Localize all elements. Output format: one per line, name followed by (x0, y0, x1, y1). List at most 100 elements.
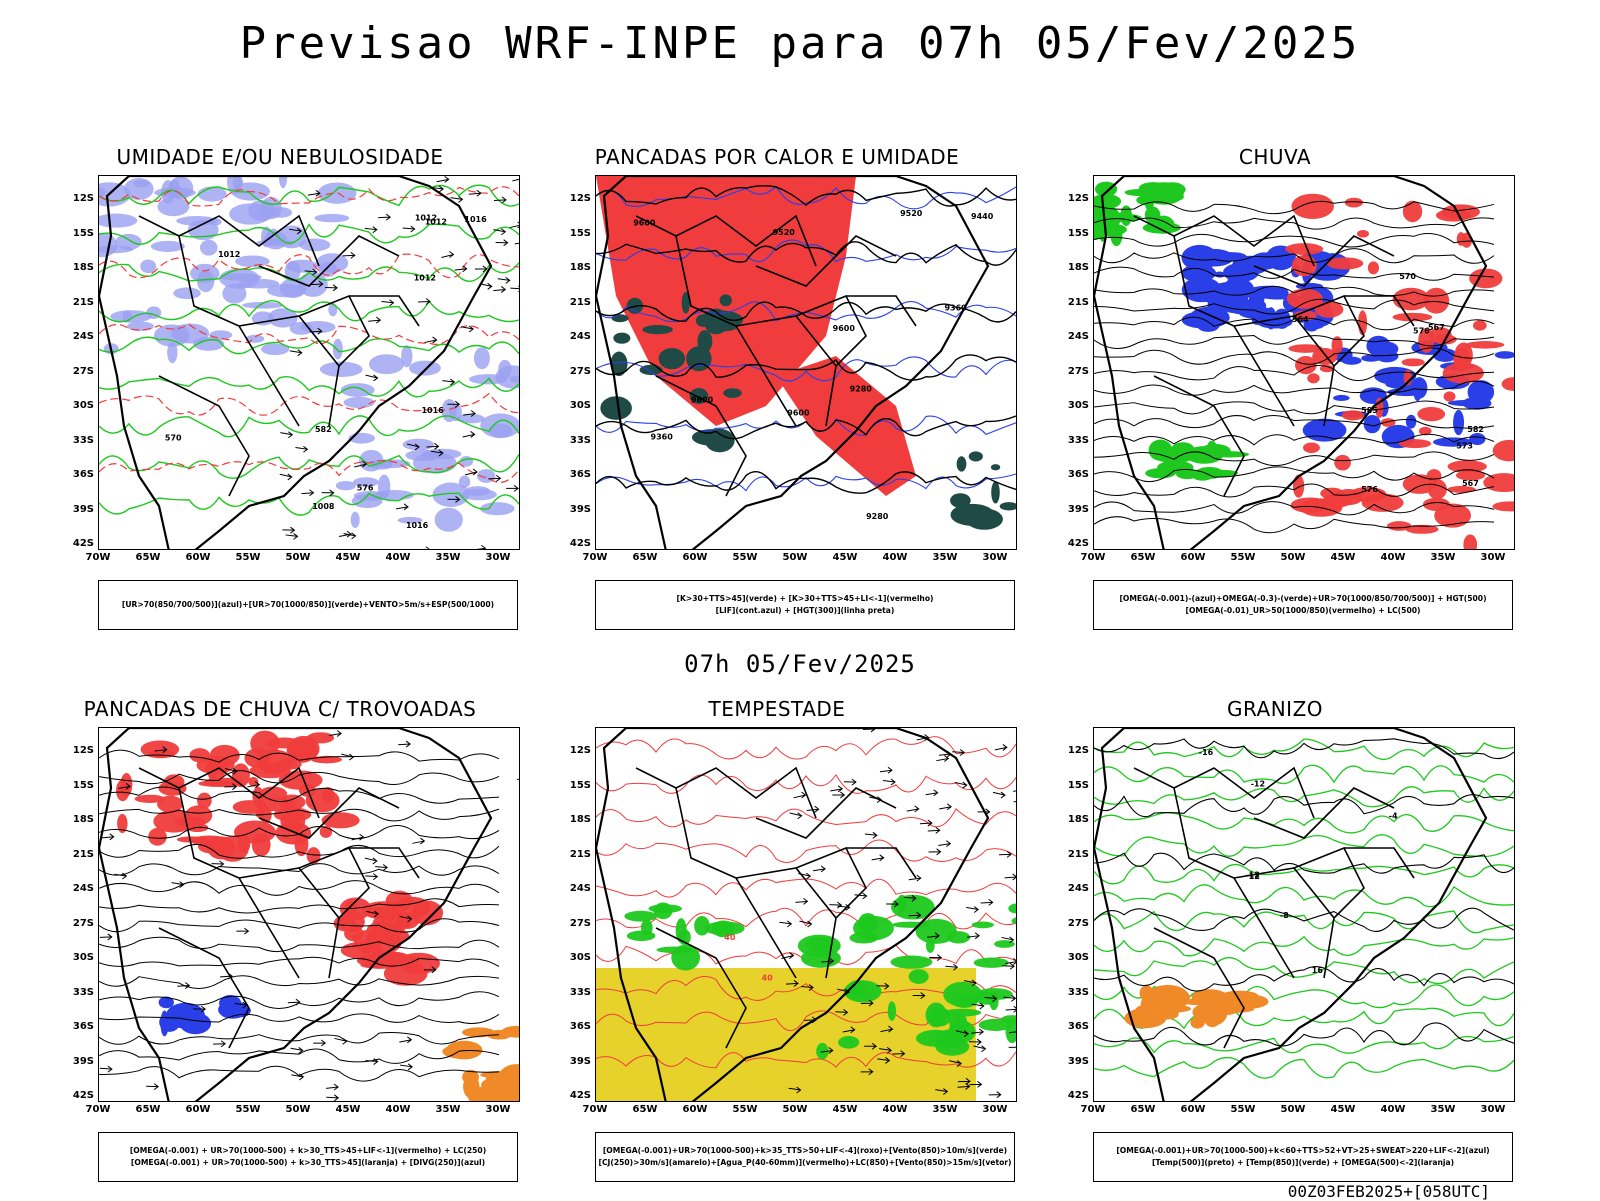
thunderstorm-area (252, 833, 271, 856)
lat-tick-label: 15S (557, 228, 591, 239)
contour-label: -12 (1251, 779, 1265, 788)
legend-line-2: [Temp(500)](preto) + [Temp(850)](verde) … (1094, 1157, 1512, 1169)
streamline-arrow (100, 1066, 112, 1072)
contour-label: 573 (1456, 442, 1473, 451)
lon-tick-label: 55W (233, 1104, 263, 1115)
lon-tick-label: 65W (133, 552, 163, 563)
streamline-250 (99, 992, 499, 1009)
rain-red-area (1285, 243, 1323, 255)
rain-omega-area (1372, 341, 1398, 356)
lon-tick-label: 50W (1278, 1104, 1308, 1115)
lat-tick-label: 30S (1055, 952, 1089, 963)
humidity-high-area (269, 207, 292, 218)
country-border (846, 848, 916, 878)
streamline-arrow (329, 731, 341, 737)
lon-tick-label: 35W (930, 1104, 960, 1115)
heat-humidity-area (600, 396, 632, 420)
wind-850-vector (865, 832, 877, 838)
lon-tick-label: 60W (680, 552, 710, 563)
contour-label: 1016 (421, 406, 444, 415)
lat-tick-label: 33S (1055, 435, 1089, 446)
wind-850-area (641, 920, 653, 936)
wind-850-area (979, 1019, 1013, 1031)
rain-red-area (1303, 442, 1320, 453)
wind-vector (473, 545, 485, 550)
humidity-high-area (314, 214, 349, 222)
lat-tick-label: 27S (557, 918, 591, 929)
wind-850-area (858, 913, 877, 933)
heat-humidity-area (966, 508, 1003, 529)
streamline-arrow (100, 934, 112, 940)
contour-label: 582 (1467, 425, 1484, 434)
wind-850-vector (928, 827, 940, 833)
contour-label: 567 (1462, 479, 1479, 488)
thunder-orange-area (446, 1041, 483, 1060)
lat-tick-label: 30S (557, 952, 591, 963)
panel-title: UMIDADE E/OU NEBULOSIDADE (60, 145, 500, 169)
streamline-arrow (517, 775, 520, 781)
map-trovoadas[interactable] (98, 727, 520, 1102)
streamline-arrow (335, 1038, 347, 1044)
subtitle-date: 07h 05/Fev/2025 (0, 650, 1600, 678)
wind-850-area (926, 938, 935, 953)
lon-tick-label: 60W (183, 1104, 213, 1115)
thunderstorm-area (116, 780, 129, 802)
streamline-arrow (313, 1040, 325, 1046)
wind-vector (378, 214, 390, 220)
wind-vector (282, 527, 294, 533)
streamline-arrow (236, 928, 248, 934)
thunderstorm-area (259, 787, 287, 801)
lat-tick-label: 27S (1055, 366, 1089, 377)
rain-red-area (1403, 201, 1422, 222)
rain-red-area (1483, 473, 1515, 492)
lat-tick-label: 15S (1055, 228, 1089, 239)
lon-tick-label: 65W (630, 1104, 660, 1115)
rain-red-area (1453, 348, 1470, 372)
lat-tick-label: 18S (1055, 262, 1089, 273)
lat-tick-label: 18S (557, 262, 591, 273)
lat-tick-label: 33S (60, 435, 94, 446)
heat-humidity-area (957, 456, 967, 471)
wind-850-area (943, 982, 982, 1007)
lat-tick-label: 42S (60, 538, 94, 549)
contour-label: 585 (1361, 406, 1378, 415)
rain-omega-area (1495, 351, 1515, 359)
lat-tick-label: 24S (557, 331, 591, 342)
contour-label: 9600 (691, 395, 714, 404)
divergence-area (166, 1003, 205, 1029)
humidity-high-area (229, 203, 271, 224)
lat-tick-label: 39S (1055, 1056, 1089, 1067)
contour-label: 1016 (406, 521, 429, 530)
contour-label: -4 (1389, 812, 1398, 821)
thunderstorm-area (233, 800, 268, 814)
streamline-arrow (213, 1041, 225, 1047)
lat-tick-label: 27S (60, 918, 94, 929)
lat-tick-label: 42S (1055, 538, 1089, 549)
map-canvas-trovoadas (99, 728, 520, 1102)
lat-tick-label: 39S (60, 1056, 94, 1067)
lat-tick-label: 24S (60, 331, 94, 342)
lon-tick-label: 40W (880, 1104, 910, 1115)
wind-850-vector (829, 902, 841, 908)
legend-line-1: [OMEGA(-0.001)+UR>70(1000-500)+k<60+TTS>… (1094, 1145, 1512, 1157)
humidity-high-area (287, 260, 318, 273)
lat-tick-label: 21S (60, 849, 94, 860)
rain-green-area (1139, 182, 1168, 193)
lon-tick-label: 50W (283, 552, 313, 563)
lat-tick-label: 36S (1055, 469, 1089, 480)
lon-tick-label: 70W (1078, 552, 1108, 563)
lon-tick-label: 50W (780, 552, 810, 563)
wind-850-vector (830, 786, 842, 792)
omega-500-area (1170, 996, 1180, 1016)
lat-tick-label: 12S (1055, 745, 1089, 756)
